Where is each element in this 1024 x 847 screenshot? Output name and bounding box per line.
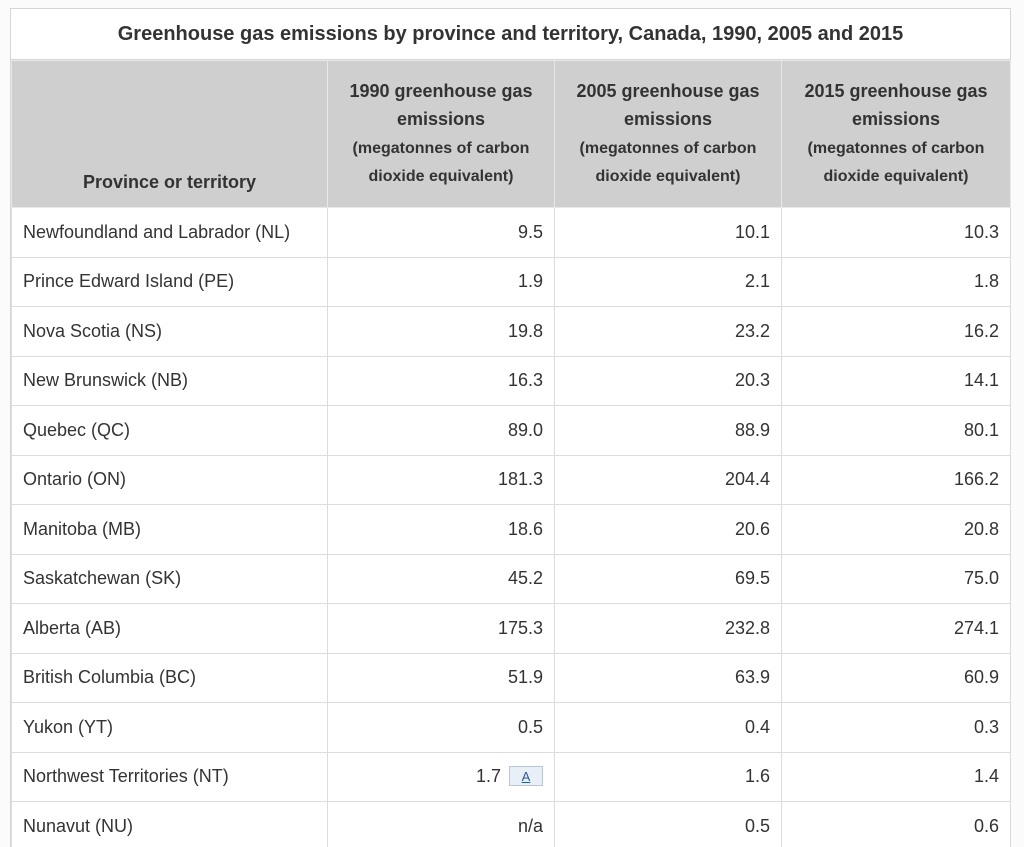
province-name: Prince Edward Island (PE) [11, 256, 328, 307]
value-2015: 10.3 [781, 207, 1011, 258]
table-header: Province or territory 1990 greenhouse ga… [11, 60, 1011, 208]
header-row: Province or territory 1990 greenhouse ga… [11, 60, 1011, 208]
value-1990: 175.3 [327, 603, 555, 654]
emissions-table: Province or territory 1990 greenhouse ga… [11, 60, 1011, 847]
value-2015: 1.4 [781, 751, 1011, 802]
value-1990: 181.3 [327, 454, 555, 505]
value-2015: 75.0 [781, 553, 1011, 604]
province-name: Nova Scotia (NS) [11, 306, 328, 357]
value-2005: 1.6 [554, 751, 782, 802]
value-2005: 0.4 [554, 702, 782, 753]
value-2015: 14.1 [781, 355, 1011, 406]
value-1990: 1.9 [327, 256, 555, 307]
value-2005: 88.9 [554, 405, 782, 456]
value-2005: 20.6 [554, 504, 782, 555]
table-row: Newfoundland and Labrador (NL) 9.5 10.1 … [11, 207, 1011, 258]
province-name: British Columbia (BC) [11, 652, 328, 703]
value-2005: 2.1 [554, 256, 782, 307]
header-2005-unit: (megatonnes of carbon dioxide equivalent… [579, 140, 757, 185]
province-name: Yukon (YT) [11, 702, 328, 753]
table-row: Saskatchewan (SK) 45.2 69.5 75.0 [11, 553, 1011, 604]
table-row: New Brunswick (NB) 16.3 20.3 14.1 [11, 355, 1011, 406]
value-1990: n/a [327, 801, 555, 847]
header-province: Province or territory [11, 60, 328, 208]
header-2015-unit: (megatonnes of carbon dioxide equivalent… [807, 140, 985, 185]
header-1990-label: 1990 greenhouse gas emissions [349, 81, 533, 129]
value-1990: 89.0 [327, 405, 555, 456]
value-1990: 19.8 [327, 306, 555, 357]
value-2005: 69.5 [554, 553, 782, 604]
emissions-table-container: Greenhouse gas emissions by province and… [10, 8, 1011, 847]
value-1990-text: 1.7 [475, 766, 501, 787]
value-1990: 51.9 [327, 652, 555, 703]
table-row: Yukon (YT) 0.5 0.4 0.3 [11, 702, 1011, 753]
value-1990: 16.3 [327, 355, 555, 406]
value-2015: 16.2 [781, 306, 1011, 357]
table-row: Nova Scotia (NS) 19.8 23.2 16.2 [11, 306, 1011, 357]
table-body: Newfoundland and Labrador (NL) 9.5 10.1 … [11, 207, 1011, 847]
value-1990: 18.6 [327, 504, 555, 555]
header-2005: 2005 greenhouse gas emissions (megatonne… [554, 60, 782, 208]
table-row: Northwest Territories (NT) 1.7 A 1.6 1.4 [11, 751, 1011, 802]
value-2005: 204.4 [554, 454, 782, 505]
value-2015: 274.1 [781, 603, 1011, 654]
value-2015: 0.6 [781, 801, 1011, 847]
table-row: Prince Edward Island (PE) 1.9 2.1 1.8 [11, 256, 1011, 307]
province-name: Alberta (AB) [11, 603, 328, 654]
value-1990: 9.5 [327, 207, 555, 258]
province-name: Saskatchewan (SK) [11, 553, 328, 604]
province-name: Northwest Territories (NT) [11, 751, 328, 802]
value-2015: 60.9 [781, 652, 1011, 703]
table-row: Ontario (ON) 181.3 204.4 166.2 [11, 454, 1011, 505]
table-row: Nunavut (NU) n/a 0.5 0.6 [11, 801, 1011, 847]
header-2005-label: 2005 greenhouse gas emissions [576, 81, 760, 129]
header-2015-label: 2015 greenhouse gas emissions [804, 81, 988, 129]
table-row: Manitoba (MB) 18.6 20.6 20.8 [11, 504, 1011, 555]
value-2005: 0.5 [554, 801, 782, 847]
value-2005: 10.1 [554, 207, 782, 258]
table-caption: Greenhouse gas emissions by province and… [11, 9, 1010, 60]
value-2015: 0.3 [781, 702, 1011, 753]
province-name: Newfoundland and Labrador (NL) [11, 207, 328, 258]
province-name: New Brunswick (NB) [11, 355, 328, 406]
province-name: Manitoba (MB) [11, 504, 328, 555]
footnote-a-button[interactable]: A [509, 766, 543, 787]
header-1990-unit: (megatonnes of carbon dioxide equivalent… [352, 140, 530, 185]
value-1990: 1.7 A [327, 751, 555, 802]
table-row: Quebec (QC) 89.0 88.9 80.1 [11, 405, 1011, 456]
value-2015: 166.2 [781, 454, 1011, 505]
value-1990: 0.5 [327, 702, 555, 753]
table-row: British Columbia (BC) 51.9 63.9 60.9 [11, 652, 1011, 703]
header-2015: 2015 greenhouse gas emissions (megatonne… [781, 60, 1011, 208]
value-1990: 45.2 [327, 553, 555, 604]
province-name: Ontario (ON) [11, 454, 328, 505]
value-2005: 23.2 [554, 306, 782, 357]
province-name: Nunavut (NU) [11, 801, 328, 847]
value-2005: 20.3 [554, 355, 782, 406]
province-name: Quebec (QC) [11, 405, 328, 456]
header-1990: 1990 greenhouse gas emissions (megatonne… [327, 60, 555, 208]
value-2015: 20.8 [781, 504, 1011, 555]
value-2015: 80.1 [781, 405, 1011, 456]
value-2005: 232.8 [554, 603, 782, 654]
table-row: Alberta (AB) 175.3 232.8 274.1 [11, 603, 1011, 654]
value-2005: 63.9 [554, 652, 782, 703]
value-2015: 1.8 [781, 256, 1011, 307]
